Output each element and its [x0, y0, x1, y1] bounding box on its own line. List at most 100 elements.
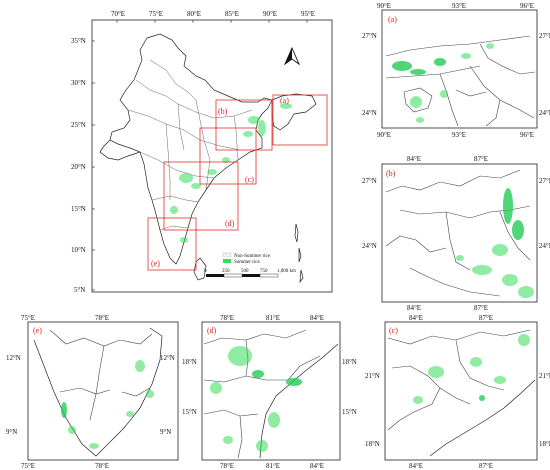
tick-label: 84°E [310, 314, 324, 322]
region-box-c[interactable] [199, 127, 257, 185]
tick-label: 35°N [71, 37, 86, 45]
region-label-c: (c) [245, 175, 254, 184]
tick-label: 75°E [149, 10, 163, 18]
scale-label: 250 [222, 269, 230, 274]
scale-label: 500 [241, 269, 249, 274]
panel-a: 90°E 93°E 96°E 90°E 93°E 96°E 27°N 24°N … [362, 2, 550, 139]
panel-a-label: (a) [388, 15, 397, 24]
scale-bar: 0 250 500 750 1,000 km [204, 269, 296, 278]
panel-b: 84°E 87°E 84°E 87°E 27°N 24°N 27°N 24°N … [362, 155, 550, 312]
tick-label: 90°E [377, 131, 391, 139]
main-lat-ticks-left: 35°N 30°N 25°N 20°N 15°N 10°N 5°N [71, 37, 95, 294]
tick-label: 78°E [220, 314, 234, 322]
scale-label: 750 [260, 269, 268, 274]
tick-label: 21°N [539, 372, 550, 380]
tick-label: 87°E [479, 314, 493, 322]
summer-rice-c [413, 334, 530, 404]
tick-label: 27°N [539, 177, 550, 185]
summer-rice-a [392, 43, 494, 123]
northeast-outline [271, 93, 317, 131]
sri-lanka-outline [193, 257, 207, 281]
tick-label: 15°N [71, 205, 86, 213]
tick-label: 84°E [407, 155, 421, 163]
tick-label: 18°N [365, 440, 380, 448]
tick-label: 96°E [520, 2, 534, 10]
tick-label: 87°E [474, 155, 488, 163]
panel-e-frame [27, 321, 179, 461]
tick-label: 75°E [21, 314, 35, 322]
panel-c: 84°E 87°E 84°E 87°E 21°N 18°N 21°N 18°N … [365, 314, 550, 470]
panel-c-frame [384, 321, 538, 461]
tick-label: 93°E [452, 2, 466, 10]
panel-e: 75°E 78°E 75°E 78°E 12°N 9°N 12°N 9°N (e… [6, 314, 179, 470]
tick-label: 12°N [160, 354, 175, 362]
tick-label: 93°E [452, 131, 466, 139]
tick-label: 85°E [225, 10, 239, 18]
legend-label-non-summer: Non-Summer rice [234, 254, 271, 259]
tick-label: 21°N [365, 372, 380, 380]
main-lon-ticks-top: 70°E 75°E 80°E 85°E 90°E 95°E [111, 10, 315, 23]
tick-label: 27°N [539, 32, 550, 40]
region-label-e: (e) [151, 259, 160, 268]
tick-label: 9°N [6, 428, 17, 436]
tick-label: 70°E [111, 10, 125, 18]
tick-label: 15°N [182, 408, 197, 416]
tick-label: 78°E [95, 462, 109, 470]
main-map-frame [91, 19, 333, 293]
scale-label: 1,000 km [277, 269, 296, 274]
tick-label: 24°N [362, 242, 377, 250]
legend: Non-Summer rice Summer rice [222, 252, 271, 265]
panel-d-label: (d) [207, 326, 217, 335]
tick-label: 81°E [266, 462, 280, 470]
tick-label: 84°E [310, 462, 324, 470]
north-arrow-icon [283, 46, 301, 66]
india-outline [109, 33, 273, 265]
tick-label: 30°N [71, 79, 86, 87]
tick-label: 78°E [220, 462, 234, 470]
tick-label: 18°N [182, 358, 197, 366]
tick-label: 75°E [21, 462, 35, 470]
main-map: 70°E 75°E 80°E 85°E 90°E 95°E 35°N 30°N … [71, 10, 333, 294]
tick-label: 95°E [301, 10, 315, 18]
region-label-d: (d) [225, 219, 235, 228]
tick-label: 18°N [342, 358, 357, 366]
tick-label: 27°N [362, 177, 377, 185]
tick-label: 24°N [362, 109, 377, 117]
tick-label: 81°E [266, 314, 280, 322]
scale-label: 0 [204, 269, 207, 274]
panel-d: 78°E 81°E 84°E 78°E 81°E 84°E 18°N 15°N … [182, 314, 357, 470]
panel-c-label: (c) [389, 326, 398, 335]
tick-label: 9°N [160, 428, 171, 436]
legend-swatch-summer [223, 259, 231, 263]
gujarat-outline [99, 139, 141, 161]
tick-label: 15°N [342, 408, 357, 416]
region-box-e[interactable] [147, 217, 197, 271]
region-label-a: (a) [280, 96, 289, 105]
region-boxes: (a) (b) (c) (d) (e) [147, 94, 328, 271]
summer-rice-d [210, 346, 302, 452]
tick-label: 27°N [362, 32, 377, 40]
tick-label: 84°E [407, 304, 421, 312]
legend-label-summer: Summer rice [234, 260, 260, 265]
tick-label: 87°E [474, 304, 488, 312]
legend-swatch-non-summer [222, 252, 232, 258]
tick-label: 87°E [479, 462, 493, 470]
tick-label: 90°E [263, 10, 277, 18]
region-label-b: (b) [218, 107, 228, 116]
region-box-d[interactable] [163, 161, 239, 231]
panel-b-label: (b) [386, 169, 396, 178]
tick-label: 80°E [187, 10, 201, 18]
tick-label: 20°N [71, 163, 86, 171]
summer-rice-main [170, 103, 292, 243]
tick-label: 24°N [539, 242, 550, 250]
tick-label: 84°E [409, 462, 423, 470]
andaman-islands [294, 223, 304, 284]
tick-label: 96°E [520, 131, 534, 139]
panel-e-label: (e) [33, 326, 42, 335]
tick-label: 18°N [539, 440, 550, 448]
region-box-b[interactable] [215, 99, 273, 151]
tick-label: 5°N [74, 286, 85, 294]
region-box-a[interactable] [272, 94, 328, 146]
tick-label: 84°E [409, 314, 423, 322]
